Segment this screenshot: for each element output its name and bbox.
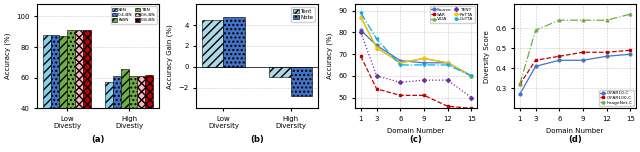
ViDA [396, 62, 404, 64]
RoTTA [372, 47, 380, 48]
ViDA [467, 75, 475, 77]
ViDA [372, 47, 380, 48]
TENT [357, 31, 365, 33]
Bar [121, 69, 129, 152]
CIFAR100-C [603, 51, 611, 53]
Bar [202, 20, 223, 67]
Bar [83, 30, 92, 152]
RoTTA [357, 16, 365, 18]
Source [467, 75, 475, 77]
Source [396, 60, 404, 62]
RoTTA [467, 75, 475, 77]
Bar [105, 82, 113, 152]
Bar [137, 76, 145, 152]
Source [444, 62, 451, 64]
Y-axis label: Accuracy Gain (%): Accuracy Gain (%) [166, 24, 173, 89]
SAR [467, 107, 475, 109]
SAR [444, 105, 451, 107]
TENT [467, 97, 475, 98]
Line: SAR: SAR [360, 55, 473, 110]
Legend: Tent, Note: Tent, Note [291, 7, 315, 22]
CIFAR10-C [532, 65, 540, 67]
SAR [357, 55, 365, 57]
Bar [113, 76, 121, 152]
RoTTA [420, 58, 428, 59]
ImageNet-C [627, 13, 634, 15]
CoTTA [420, 64, 428, 66]
CoTTA [357, 12, 365, 14]
CIFAR10-C [516, 93, 524, 95]
Legend: SBN, 0.4-BN, IABN, TBN, 0.6-BN, 0.8-BN: SBN, 0.4-BN, IABN, TBN, 0.6-BN, 0.8-BN [111, 6, 157, 24]
CIFAR100-C [532, 59, 540, 61]
CIFAR100-C [516, 83, 524, 85]
CIFAR10-C [627, 53, 634, 55]
X-axis label: Domain Number: Domain Number [547, 128, 604, 134]
TENT [372, 75, 380, 77]
CIFAR10-C [556, 59, 563, 61]
ImageNet-C [532, 29, 540, 31]
ImageNet-C [603, 19, 611, 21]
SAR [420, 94, 428, 96]
Text: (c): (c) [410, 135, 422, 144]
ViDA [444, 62, 451, 64]
Bar [145, 75, 154, 152]
Bar [129, 76, 137, 152]
X-axis label: Domain Number: Domain Number [387, 128, 445, 134]
Line: CoTTA: CoTTA [360, 11, 473, 77]
Source [420, 62, 428, 64]
Line: TENT: TENT [360, 31, 473, 99]
TENT [396, 81, 404, 83]
Legend: CIFAR10-C, CIFAR100-C, ImageNet-C: CIFAR10-C, CIFAR100-C, ImageNet-C [599, 90, 634, 106]
Bar [67, 30, 75, 152]
Legend: Source, SAR, ViDA, TENT, RoTTA, CoTTA: Source, SAR, ViDA, TENT, RoTTA, CoTTA [429, 6, 475, 23]
RoTTA [444, 62, 451, 64]
ImageNet-C [556, 19, 563, 21]
TENT [420, 79, 428, 81]
Line: ViDA: ViDA [360, 16, 473, 77]
Line: CIFAR10-C: CIFAR10-C [518, 53, 632, 96]
Source [357, 29, 365, 31]
Line: RoTTA: RoTTA [360, 16, 473, 77]
Bar [51, 35, 59, 152]
Line: ImageNet-C: ImageNet-C [518, 13, 632, 86]
CIFAR10-C [579, 59, 587, 61]
Bar [59, 36, 67, 152]
CIFAR100-C [556, 55, 563, 57]
Bar [75, 30, 83, 152]
Source [372, 45, 380, 46]
CoTTA [396, 64, 404, 66]
Bar [269, 67, 291, 77]
CoTTA [372, 38, 380, 40]
Y-axis label: Diversity Score: Diversity Score [484, 30, 490, 83]
CoTTA [467, 75, 475, 77]
TENT [444, 79, 451, 81]
ImageNet-C [516, 83, 524, 85]
ViDA [357, 16, 365, 18]
SAR [372, 88, 380, 90]
CoTTA [444, 64, 451, 66]
CIFAR10-C [603, 55, 611, 57]
Bar [291, 67, 312, 96]
Text: (d): (d) [568, 135, 582, 144]
Y-axis label: Accuracy (%): Accuracy (%) [326, 33, 333, 79]
CIFAR100-C [627, 49, 634, 51]
SAR [396, 94, 404, 96]
Line: CIFAR100-C: CIFAR100-C [518, 49, 632, 86]
ImageNet-C [579, 19, 587, 21]
Bar [43, 35, 51, 152]
Line: Source: Source [360, 29, 473, 77]
CIFAR100-C [579, 51, 587, 53]
X-axis label: (b): (b) [250, 135, 264, 144]
X-axis label: (a): (a) [92, 135, 105, 144]
ViDA [420, 58, 428, 59]
Y-axis label: Accuracy (%): Accuracy (%) [4, 33, 11, 79]
RoTTA [396, 62, 404, 64]
Bar [223, 17, 245, 67]
